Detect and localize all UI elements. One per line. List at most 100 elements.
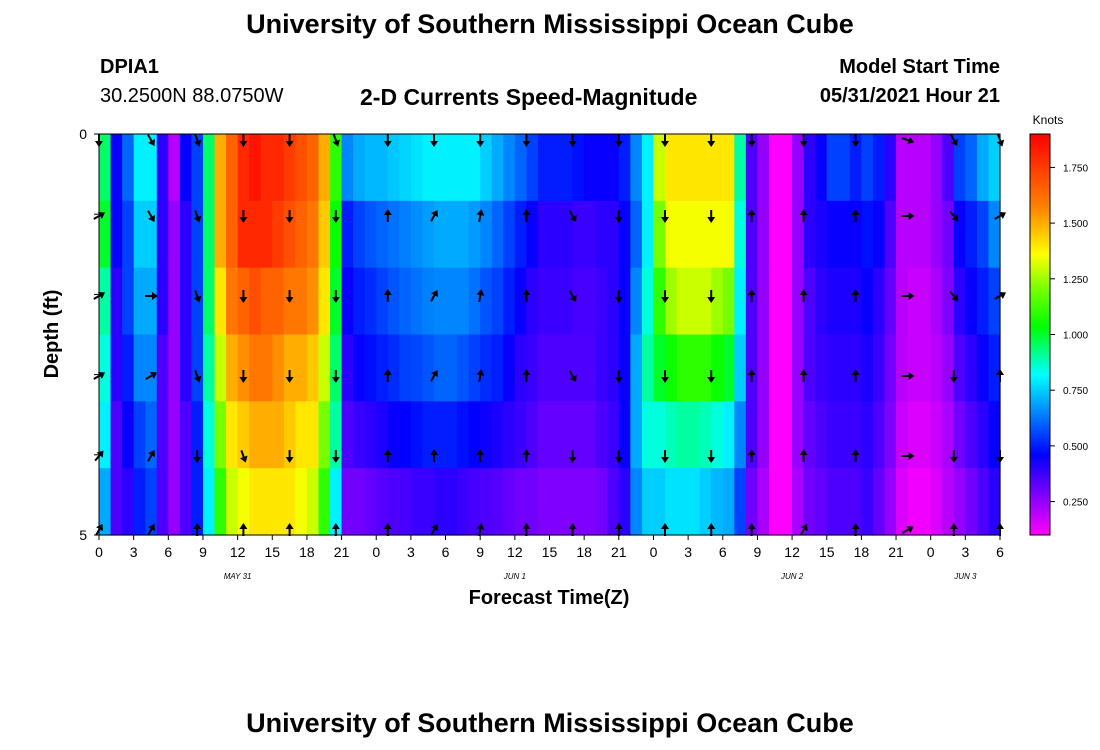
- current-vector-arrow: [285, 370, 294, 383]
- heatmap-cell: [480, 468, 493, 536]
- heatmap-cell: [734, 267, 747, 336]
- heatmap-cell: [561, 267, 574, 336]
- heatmap-cell: [988, 134, 1001, 202]
- heatmap-cell: [445, 267, 458, 336]
- heatmap-cell: [665, 267, 678, 336]
- heatmap-cell: [168, 334, 181, 402]
- heatmap-cell: [422, 401, 435, 469]
- heatmap-cell: [757, 267, 770, 336]
- heatmap-cell: [445, 334, 458, 402]
- heatmap-cell: [318, 134, 331, 202]
- heatmap-cell: [514, 334, 527, 402]
- current-vector-arrow: [707, 210, 716, 223]
- heatmap-cell: [468, 334, 481, 402]
- heatmap-cell: [942, 401, 955, 469]
- heatmap-cell: [433, 334, 447, 402]
- heatmap-cell: [480, 134, 493, 202]
- heatmap-cell: [965, 267, 978, 336]
- current-vector-arrow: [285, 134, 294, 147]
- current-vector-arrow: [331, 290, 340, 303]
- heatmap-cell: [295, 200, 308, 269]
- heatmap-cell: [318, 468, 331, 536]
- x-tick-label: 18: [854, 544, 870, 560]
- heatmap-cell: [387, 468, 400, 536]
- heatmap-cell: [757, 200, 770, 269]
- heatmap-cell: [202, 334, 216, 402]
- heatmap-cell: [942, 200, 955, 269]
- heatmap-cell: [653, 134, 666, 202]
- heatmap-cell: [872, 200, 886, 269]
- current-vector-arrow: [799, 523, 808, 536]
- date-label: JUN 2: [780, 572, 804, 581]
- heatmap-cell: [699, 134, 712, 202]
- heatmap-cell: [237, 401, 250, 469]
- heatmap-cell: [699, 468, 712, 536]
- plot-title: 2-D Currents Speed-Magnitude: [360, 84, 698, 110]
- heatmap-cell: [249, 468, 262, 536]
- heatmap-cell: [572, 334, 585, 402]
- heatmap-cell: [676, 200, 689, 269]
- current-vector-arrow: [799, 209, 808, 222]
- heatmap-cell: [99, 267, 112, 336]
- heatmap-cell: [399, 200, 412, 269]
- heatmap-cell: [815, 334, 828, 402]
- heatmap-cell: [457, 200, 470, 269]
- x-tick-label: 3: [961, 544, 969, 560]
- heatmap-cell: [226, 401, 239, 469]
- heatmap-cell: [792, 200, 805, 269]
- heatmap-cell: [179, 468, 193, 536]
- heatmap-cell: [295, 267, 308, 336]
- heatmap-cell: [688, 401, 701, 469]
- current-vector-arrow: [285, 210, 294, 223]
- heatmap-cell: [145, 134, 158, 202]
- heatmap-cell: [249, 401, 262, 469]
- current-vector-arrow: [94, 450, 104, 462]
- heatmap-cell: [757, 134, 770, 202]
- heatmap-cell: [595, 134, 608, 202]
- current-vector-arrow: [901, 212, 915, 220]
- heatmap-cell: [214, 200, 227, 269]
- heatmap-cell: [653, 267, 666, 336]
- heatmap-cell: [283, 134, 296, 202]
- heatmap-cell: [607, 134, 620, 202]
- heatmap-cell: [99, 468, 112, 536]
- heatmap-cell: [584, 401, 597, 469]
- current-vector-arrow: [568, 450, 577, 463]
- current-vector-arrow: [747, 449, 756, 462]
- heatmap-cell: [341, 468, 354, 536]
- heatmap-cell: [491, 134, 504, 202]
- heatmap-cell: [191, 134, 204, 202]
- heatmap-cell: [376, 334, 389, 402]
- heatmap-cell: [595, 401, 608, 469]
- heatmap-cell: [988, 200, 1001, 269]
- current-vector-arrow: [661, 370, 669, 383]
- heatmap-cell: [953, 267, 966, 336]
- heatmap-cell: [907, 200, 920, 269]
- heatmap-cell: [872, 334, 886, 402]
- heatmap-cell: [457, 334, 470, 402]
- heatmap-cell: [272, 134, 285, 202]
- heatmap-cell: [410, 200, 424, 269]
- current-vector-arrow: [949, 210, 959, 222]
- heatmap-cell: [792, 401, 805, 469]
- heatmap-cell: [572, 200, 585, 269]
- heatmap-cell: [896, 200, 909, 269]
- heatmap-cell: [145, 334, 158, 402]
- heatmap-cell: [630, 200, 643, 269]
- x-tick-label: 21: [334, 544, 350, 560]
- current-vector-arrow: [430, 209, 438, 222]
- current-vector-arrow: [147, 523, 155, 536]
- heatmap-cell: [214, 401, 227, 469]
- current-vector-arrow: [145, 372, 158, 380]
- page-title: University of Southern Mississippi Ocean…: [246, 9, 854, 39]
- heatmap-cell: [260, 401, 273, 469]
- heatmap-cell: [433, 401, 447, 469]
- heatmap-cell: [919, 267, 932, 336]
- heatmap-cell: [953, 468, 966, 536]
- heatmap-cell: [884, 134, 897, 202]
- heatmap-cell: [99, 334, 112, 402]
- heatmap-cell: [422, 267, 435, 336]
- heatmap-cell: [376, 401, 389, 469]
- heatmap-cell: [919, 401, 932, 469]
- heatmap-cell: [872, 468, 886, 536]
